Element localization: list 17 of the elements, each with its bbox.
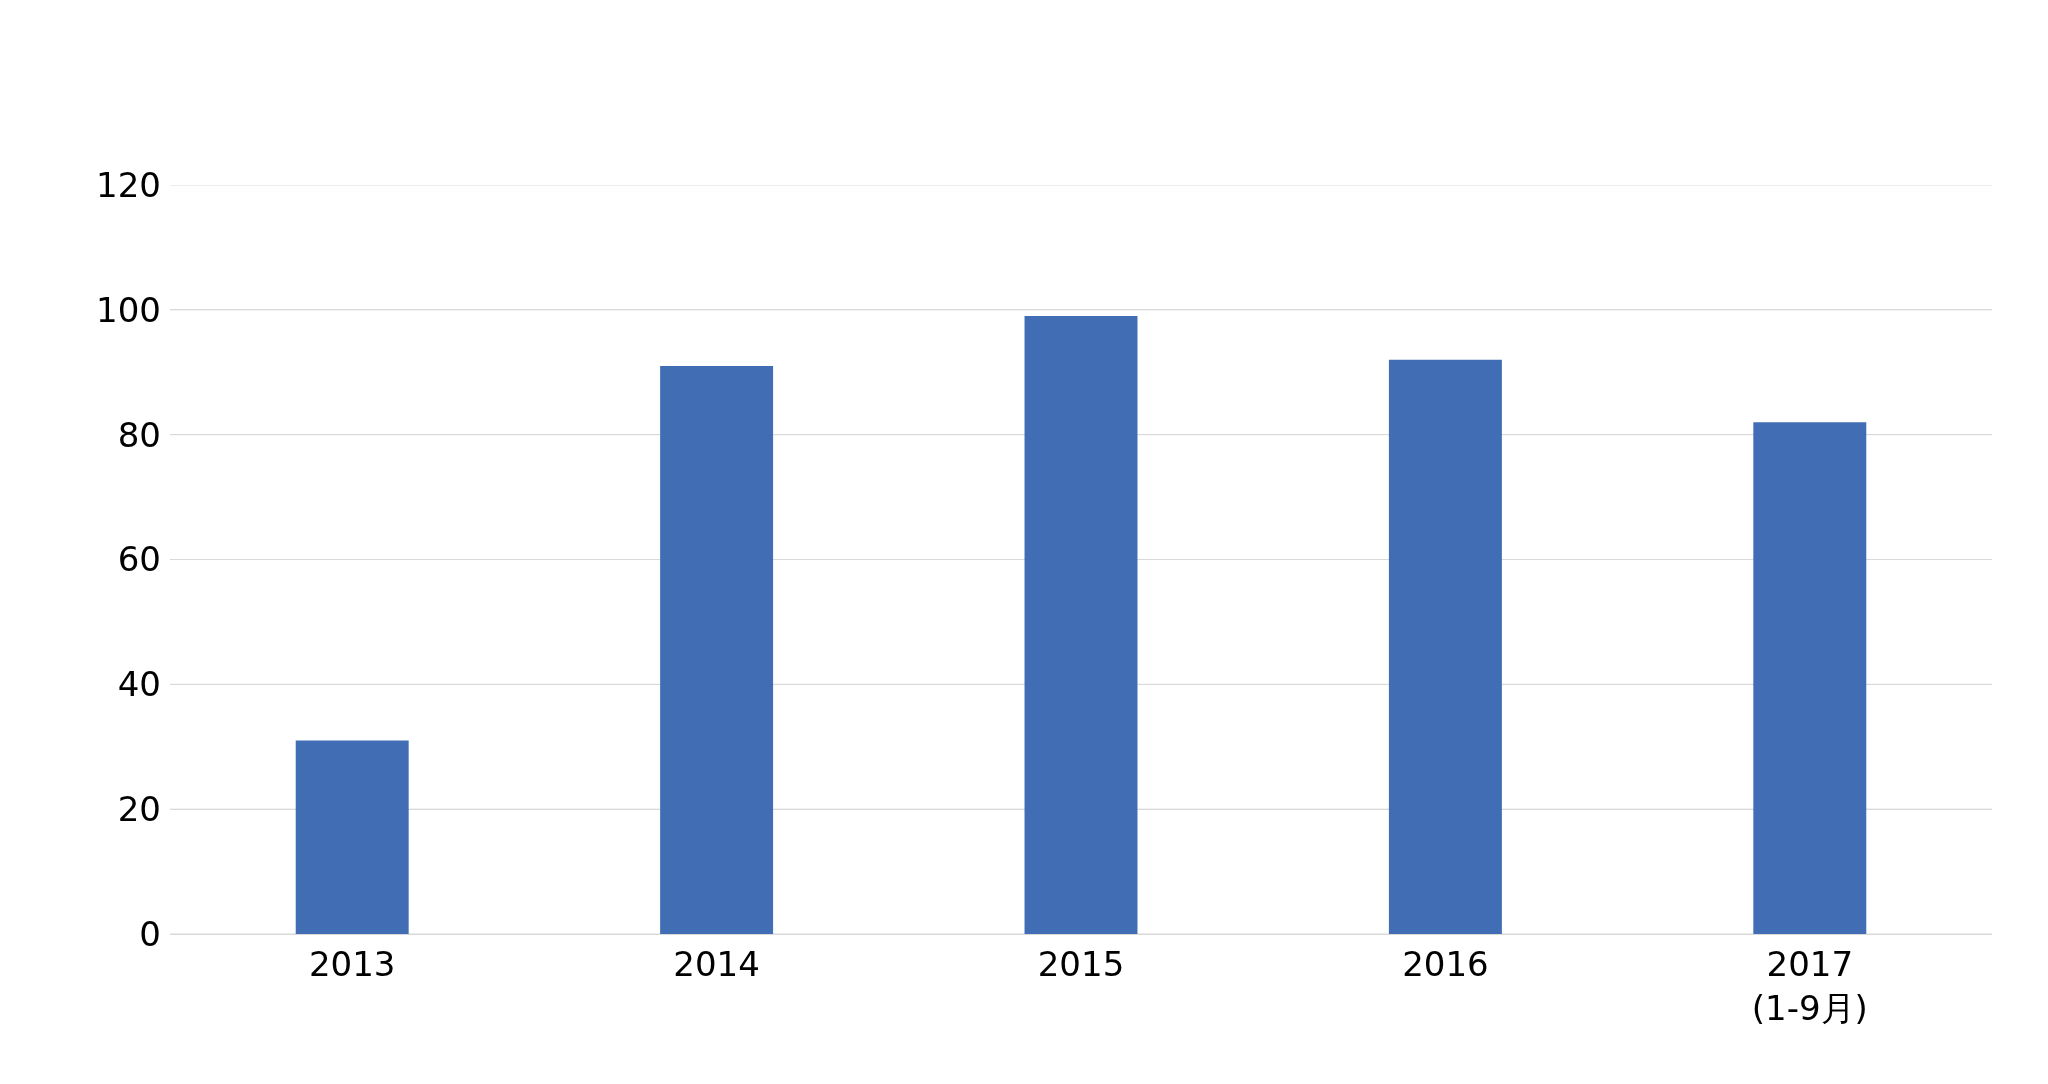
bar — [1024, 316, 1138, 934]
y-tick-label: 80 — [117, 414, 161, 455]
x-tick-label: 2013 — [308, 943, 396, 984]
y-tick-label: 120 — [96, 164, 161, 205]
y-tick-label: 60 — [117, 539, 161, 580]
x-tick-label: 2015 — [1037, 943, 1125, 984]
y-tick-label: 100 — [96, 289, 161, 330]
x-tick-label: 2017 (1-9月) — [1751, 943, 1868, 1028]
y-tick-label: 20 — [117, 789, 161, 830]
y-tick-label: 0 — [139, 913, 161, 954]
bar — [295, 740, 409, 934]
bar — [1753, 422, 1867, 934]
y-tick-label: 40 — [117, 664, 161, 705]
x-tick-label: 2014 — [673, 943, 760, 984]
x-tick-label: 2016 — [1402, 943, 1489, 984]
bar — [1388, 359, 1502, 934]
bar — [660, 366, 774, 934]
